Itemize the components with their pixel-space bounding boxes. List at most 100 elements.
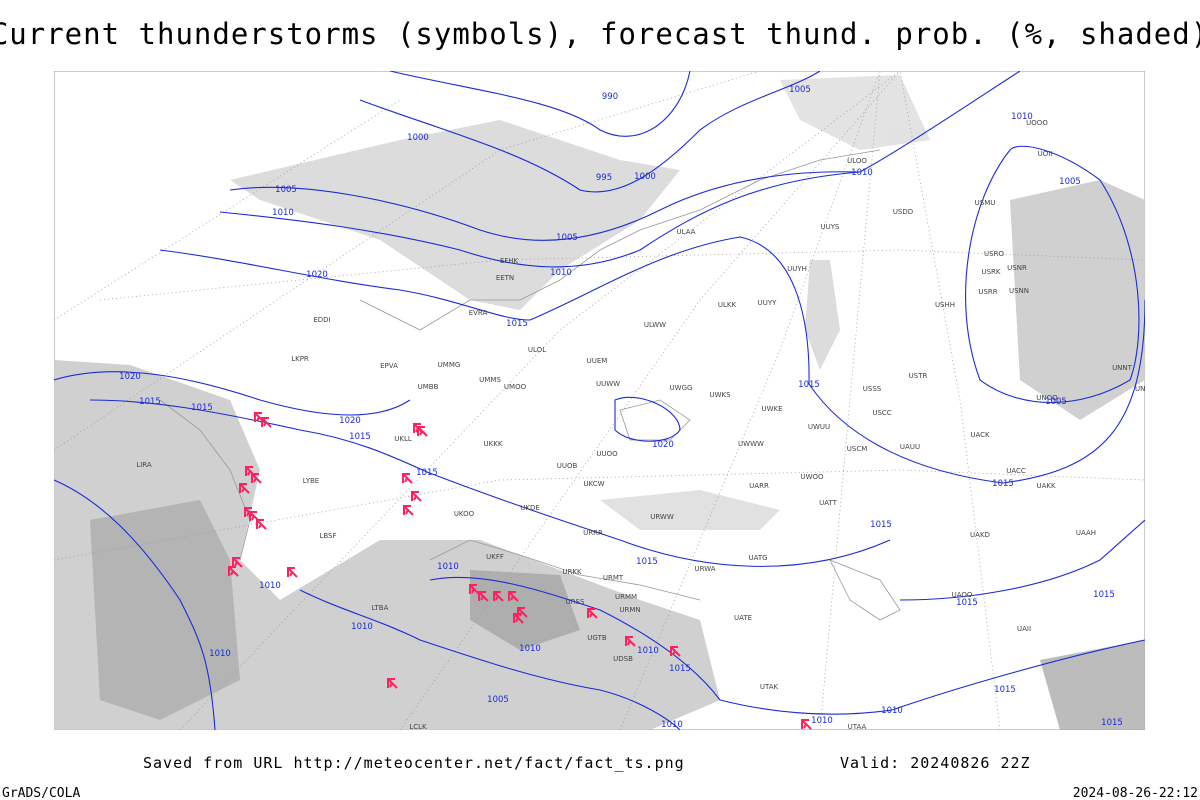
station-label: UWKE [761, 405, 782, 413]
station-label: URWA [694, 565, 715, 573]
isobar-label: 1015 [1093, 590, 1115, 600]
station-label: URMT [603, 574, 624, 582]
valid-time: Valid: 20240826 22Z [840, 754, 1031, 772]
isobar-label: 1005 [1045, 397, 1067, 407]
thunderstorm-symbol [256, 519, 267, 530]
isobar-label: 1010 [272, 208, 294, 218]
station-label: EDDI [313, 316, 330, 324]
isobar-label: 1015 [956, 598, 978, 608]
station-label: UAKD [970, 531, 990, 539]
isobar-label: 1010 [637, 646, 659, 656]
isobar-label: 1005 [556, 233, 578, 243]
station-label: UUWW [596, 380, 620, 388]
station-label: URRR [583, 529, 603, 537]
station-label: UOII [1038, 150, 1053, 158]
station-label: UATE [734, 614, 752, 622]
isobar-label: 1020 [339, 416, 361, 426]
station-label: UACC [1006, 467, 1026, 475]
isobar-label: 1020 [652, 440, 674, 450]
station-label: UAKK [1036, 482, 1056, 490]
station-label: UGTB [587, 634, 607, 642]
thunderstorm-symbol [493, 591, 504, 602]
station-label: URMN [619, 606, 640, 614]
source-url: Saved from URL http://meteocenter.net/fa… [143, 754, 685, 772]
station-label: USSS [863, 385, 882, 393]
station-label: LKPR [291, 355, 309, 363]
isobar-label: 1010 [851, 168, 873, 178]
thunderstorm-symbol [411, 491, 422, 502]
station-label: UATT [819, 499, 838, 507]
station-label: UMMG [438, 361, 461, 369]
thunderstorm-symbol [387, 678, 398, 689]
isobar-label: 1015 [1101, 718, 1123, 728]
station-label: USHH [935, 301, 955, 309]
thunderstorm-symbol [261, 417, 272, 428]
station-label: ULKK [718, 301, 737, 309]
station-label: UKOO [454, 510, 475, 518]
station-label: UKDE [520, 504, 540, 512]
station-label: USDD [893, 208, 913, 216]
station-label: LIRA [136, 461, 152, 469]
station-label: USRR [978, 288, 997, 296]
station-label: UKCW [583, 480, 604, 488]
station-label: UDSB [613, 655, 633, 663]
software: GrADS/COLA [2, 786, 80, 800]
isobar-label: 1015 [636, 557, 658, 567]
isobar-label: 1015 [191, 403, 213, 413]
isobar-label: 990 [602, 92, 618, 102]
station-label: LYBE [303, 477, 319, 485]
isobar-label: 1015 [798, 380, 820, 390]
isobar-label: 1010 [519, 644, 541, 654]
station-label: UTAA [848, 723, 867, 731]
station-label: UUYH [787, 265, 807, 273]
station-label: ULOL [528, 346, 546, 354]
thunderstorm-symbol [239, 483, 250, 494]
isobar-label: 1015 [416, 468, 438, 478]
map-area: 990 1005 1010 1000 995 1000 1010 1005 1010 1005 10… [54, 71, 1155, 731]
station-label: EFHK [500, 257, 519, 265]
thunderstorm-symbol [513, 613, 524, 624]
isobar-label: 1005 [275, 185, 297, 195]
thunderstorm-symbol [587, 608, 598, 619]
isobar-label: 1010 [811, 716, 833, 726]
isobar-labels: 990 1005 1010 1000 995 1000 1010 1005 1010 1005 10… [119, 85, 1123, 730]
station-label: UAII [1017, 625, 1031, 633]
station-label: USNN [1009, 287, 1029, 295]
isobar-label: 1010 [661, 720, 683, 730]
station-label: UNBB [1135, 385, 1155, 393]
coastlines [159, 149, 901, 621]
station-label: URMM [615, 593, 637, 601]
station-label: UUEM [587, 357, 608, 365]
isobar-label: 1010 [1011, 112, 1033, 122]
isobar-label: 1015 [870, 520, 892, 530]
station-label: URKK [562, 568, 582, 576]
isobar-label: 1015 [994, 685, 1016, 695]
isobar-label: 1010 [437, 562, 459, 572]
station-label: UWUU [808, 423, 830, 431]
station-label: UWKS [709, 391, 731, 399]
timestamp: 2024-08-26-22:12 [1073, 786, 1198, 800]
thunderstorm-symbol [287, 567, 298, 578]
station-label: UUOB [557, 462, 578, 470]
isobars [54, 71, 1145, 730]
station-label: ULWW [644, 321, 666, 329]
isobar-label: 1020 [119, 372, 141, 382]
station-label: UWWW [738, 440, 764, 448]
station-label: LTBA [372, 604, 389, 612]
isobar-label: 1000 [407, 133, 429, 143]
station-label: USRK [981, 268, 1000, 276]
isobar-label: 1010 [351, 622, 373, 632]
station-label: UATG [748, 554, 767, 562]
station-label: UKKK [484, 440, 503, 448]
station-label: LCLK [409, 723, 427, 731]
isobar-label: 1010 [550, 268, 572, 278]
isobar-label: 1010 [209, 649, 231, 659]
station-label: URWW [650, 513, 674, 521]
thunderstorm-symbol [417, 426, 428, 437]
station-label: EETN [496, 274, 514, 282]
thunderstorm-symbol [403, 505, 414, 516]
isobar-label: 1005 [487, 695, 509, 705]
